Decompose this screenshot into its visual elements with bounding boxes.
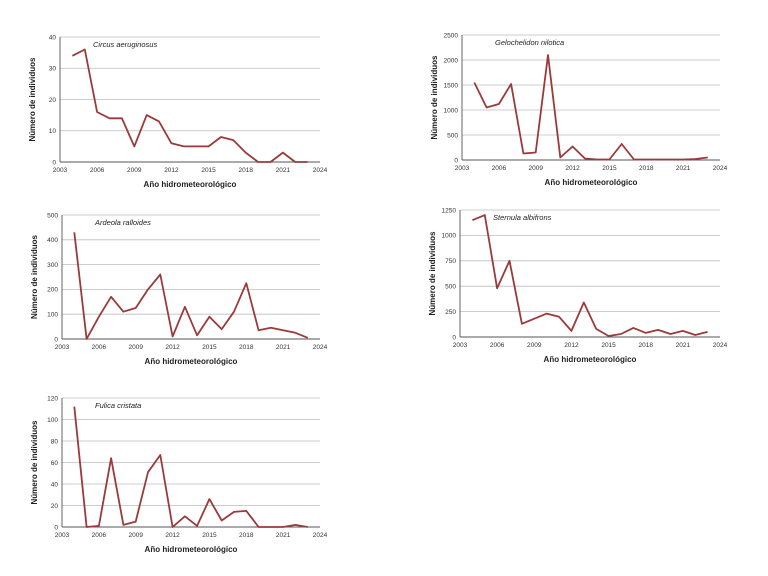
- y-tick-label: 120: [47, 395, 58, 402]
- x-tick-label: 2015: [202, 344, 217, 351]
- series-line: [472, 214, 708, 337]
- y-axis-label: Número de individuos: [30, 234, 39, 319]
- x-tick-label: 2012: [164, 167, 179, 174]
- x-tick-label: 2015: [601, 342, 616, 349]
- x-tick-label: 2024: [313, 167, 328, 174]
- x-tick-label: 2009: [528, 165, 543, 172]
- x-tick-label: 2021: [276, 344, 291, 351]
- chart-4: 0 250 500 750 1000 1250 2003 2006 2009 2012 2015 20…: [428, 207, 728, 364]
- y-tick-label: 2000: [444, 57, 459, 64]
- x-tick-label: 2018: [238, 167, 253, 174]
- y-tick-label: 80: [51, 438, 59, 445]
- chart-title: Sternula albifrons: [493, 213, 552, 222]
- x-tick-label: 2024: [713, 342, 728, 349]
- x-tick-label: 2015: [202, 532, 217, 539]
- y-tick-label: 20: [49, 97, 57, 104]
- chart-title: Circus aeruginosus: [93, 40, 157, 49]
- y-tick-label: 500: [447, 132, 458, 139]
- x-tick-label: 2021: [676, 342, 691, 349]
- x-axis-label: Año hidrometeorológico: [545, 178, 638, 187]
- x-tick-label: 2006: [490, 342, 505, 349]
- y-axis-label: Número de individuos: [28, 57, 37, 142]
- x-tick-label: 2009: [527, 342, 542, 349]
- series-line: [71, 48, 308, 163]
- y-tick-label: 500: [445, 284, 456, 291]
- x-tick-label: 2009: [128, 344, 143, 351]
- y-tick-label: 1000: [442, 233, 457, 240]
- series-line: [73, 406, 308, 528]
- y-tick-label: 400: [47, 237, 58, 244]
- series-line: [473, 54, 708, 161]
- y-tick-label: 40: [51, 481, 59, 488]
- y-tick-label: 30: [49, 66, 57, 73]
- y-tick-label: 2500: [444, 32, 459, 39]
- y-axis-label: Número de individuos: [430, 55, 439, 140]
- chart-3: 0 100 200 300 400 500 2003 2006 2009 2012 2015 2018…: [30, 212, 328, 366]
- y-tick-label: 10: [49, 128, 57, 135]
- x-tick-label: 2003: [55, 344, 70, 351]
- y-tick-label: 300: [47, 262, 58, 269]
- x-tick-label: 2009: [127, 167, 142, 174]
- x-tick-label: 2006: [492, 165, 507, 172]
- x-axis-label: Año hidrometeorológico: [144, 180, 237, 189]
- x-tick-label: 2012: [565, 165, 580, 172]
- x-tick-label: 2009: [128, 532, 143, 539]
- y-tick-label: 200: [47, 287, 58, 294]
- x-tick-label: 2015: [602, 165, 617, 172]
- x-tick-label: 2012: [165, 344, 180, 351]
- x-tick-label: 2018: [638, 342, 653, 349]
- chart-title: Ardeola ralloides: [94, 218, 151, 227]
- y-axis-label: Número de individuos: [428, 231, 437, 316]
- y-tick-label: 0: [52, 159, 56, 166]
- y-tick-label: 0: [452, 334, 456, 341]
- x-axis-label: Año hidrometeorológico: [544, 355, 637, 364]
- y-tick-label: 100: [47, 417, 58, 424]
- y-tick-label: 250: [445, 309, 456, 316]
- y-tick-label: 0: [54, 524, 58, 531]
- chart-title: Fulica cristata: [95, 401, 141, 410]
- x-tick-label: 2006: [90, 167, 105, 174]
- y-tick-label: 0: [454, 157, 458, 164]
- x-tick-label: 2003: [453, 342, 468, 349]
- y-tick-label: 0: [54, 336, 58, 343]
- x-tick-label: 2018: [639, 165, 654, 172]
- x-tick-label: 2024: [313, 344, 328, 351]
- y-tick-label: 1250: [442, 207, 457, 214]
- chart-title: Gelochelidon nilotica: [495, 38, 564, 47]
- x-tick-label: 2003: [55, 532, 70, 539]
- x-tick-label: 2018: [239, 532, 254, 539]
- y-axis-label: Número de individuos: [30, 420, 39, 505]
- y-tick-label: 20: [51, 503, 59, 510]
- series-line: [73, 232, 309, 340]
- x-tick-label: 2003: [455, 165, 470, 172]
- x-axis-label: Año hidrometeorológico: [145, 357, 238, 366]
- x-tick-label: 2003: [53, 167, 68, 174]
- y-tick-label: 500: [47, 212, 58, 219]
- x-tick-label: 2018: [239, 344, 254, 351]
- x-tick-label: 2024: [713, 165, 728, 172]
- chart-2: 0 500 1000 1500 2000 2500 2003 2006 2009 2012 2015…: [430, 32, 728, 187]
- x-tick-label: 2006: [92, 532, 107, 539]
- x-tick-label: 2012: [564, 342, 579, 349]
- x-tick-label: 2021: [276, 167, 291, 174]
- y-tick-label: 100: [47, 312, 58, 319]
- y-tick-label: 40: [49, 34, 57, 41]
- x-tick-label: 2021: [676, 165, 691, 172]
- y-tick-label: 1500: [444, 82, 459, 89]
- y-tick-label: 1000: [444, 107, 459, 114]
- x-tick-label: 2015: [201, 167, 216, 174]
- y-tick-label: 750: [445, 258, 456, 265]
- x-tick-label: 2012: [165, 532, 180, 539]
- x-tick-label: 2006: [92, 344, 107, 351]
- chart-1: 0 10 20 30 40 2003 2006 2009 2012 2015 2018 2021 202…: [28, 34, 328, 189]
- chart-5: 0 20 40 60 80 100 120 2003 2006 2009 2012 2015 2018 2…: [30, 395, 328, 554]
- x-axis-label: Año hidrometeorológico: [145, 545, 238, 554]
- y-tick-label: 60: [51, 460, 59, 467]
- x-tick-label: 2021: [276, 532, 291, 539]
- x-tick-label: 2024: [313, 532, 328, 539]
